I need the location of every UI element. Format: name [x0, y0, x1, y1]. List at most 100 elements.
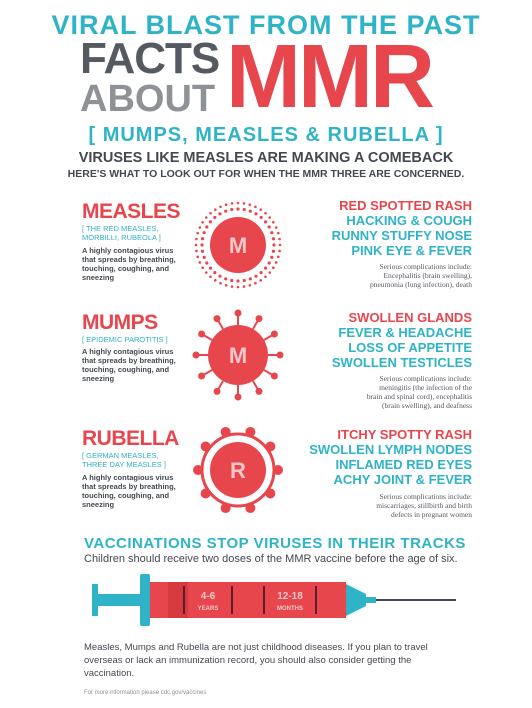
virus-dot: [200, 249, 205, 253]
virus-spike-tip: [255, 387, 263, 395]
virus-dot: [219, 281, 222, 285]
virus-dot: [254, 281, 257, 285]
symptom-item: PINK EYE & FEVER: [351, 243, 472, 258]
virus-description: A highly contagious virus that spreads b…: [82, 347, 176, 383]
virus-dot: [278, 237, 281, 241]
virus-spike-tip: [234, 393, 242, 401]
virus-dot: [213, 270, 217, 275]
symptom-item: RED SPOTTED RASH: [339, 198, 472, 213]
virus-name: MUMPS: [82, 311, 158, 334]
complication-line: Serious complications include:: [379, 374, 472, 383]
virus-dot: [236, 201, 240, 205]
virus-dot: [204, 216, 208, 219]
virus-dot: [264, 275, 267, 279]
measles-virus-icon: M: [194, 201, 282, 289]
virus-spike-tip: [198, 330, 206, 338]
virus-dot: [259, 279, 263, 282]
virus-dot: [276, 231, 280, 235]
virus-dot: [204, 271, 208, 274]
syringe-icon: 4-6 YEARS 12-18 MONTHS: [92, 574, 456, 626]
symptom-item: RUNNY STUFFY NOSE: [331, 228, 472, 243]
mumps-virus-icon: M: [192, 309, 284, 401]
virus-aka: [ EPIDEMIC PAROTITIS ]: [82, 335, 168, 344]
virus-dot: [268, 216, 272, 219]
virus-dot: [271, 249, 276, 253]
virus-aka-line: [ GERMAN MEASLES,: [82, 451, 159, 460]
virus-dot: [208, 220, 213, 224]
virus-dot: [270, 231, 274, 235]
virus-dot: [248, 203, 252, 207]
virus-dot: [248, 277, 252, 281]
virus-dot: [209, 211, 212, 215]
virus-dot: [254, 274, 258, 278]
virus-dot: [219, 205, 222, 209]
virus-dot: [202, 255, 206, 259]
headline-about: ABOUT: [80, 78, 216, 120]
virus-dot: [213, 279, 217, 282]
virus-bump: [273, 465, 283, 475]
virus-aka-line: [ THE RED MEASLES,: [82, 224, 159, 233]
dose-2-value: 12-18: [277, 591, 303, 602]
virus-spike-tip: [198, 372, 206, 380]
virus-dot: [242, 202, 246, 205]
virus-dot: [224, 209, 228, 213]
virus-dot: [230, 207, 234, 212]
virus-aka-line: MORBILLI, RUBEOLA ]: [82, 233, 161, 242]
symptom-item: LOSS OF APPETITE: [348, 340, 472, 355]
virus-dot: [205, 225, 209, 229]
virus-dot: [242, 207, 246, 212]
virus-dot: [224, 277, 228, 281]
complication-line: Serious complications include:: [379, 262, 472, 271]
virus-dot: [196, 255, 200, 259]
complication-line: meningitis (the infection of the: [379, 383, 472, 392]
virus-dot: [242, 285, 246, 288]
virus-spike-tip: [192, 351, 200, 359]
virus-dot: [195, 237, 198, 241]
complication-line: brain and spinal cord), encephalitis: [366, 392, 472, 401]
virus-dot: [236, 285, 240, 289]
virus-dot: [194, 243, 198, 247]
virus-description: A highly contagious virus that spreads b…: [82, 473, 176, 509]
symptom-item: FEVER & HEADACHE: [338, 325, 472, 340]
virus-dot: [271, 237, 276, 241]
source-note: For more information please cdc.gov/vacc…: [84, 690, 207, 696]
virus-dot: [278, 243, 282, 247]
footer-note: Measles, Mumps and Rubella are not just …: [84, 642, 428, 679]
virus-dot: [267, 225, 271, 229]
virus-dot: [213, 208, 217, 211]
virus-dot: [230, 278, 234, 283]
virus-dot: [201, 266, 204, 270]
virus-dot: [224, 203, 228, 207]
symptom-item: SWOLLEN LYMPH NODES: [309, 442, 472, 457]
virus-spike-tip: [270, 330, 278, 338]
complications-text: Serious complications include: Encephali…: [370, 262, 472, 289]
symptom-list: RED SPOTTED RASH HACKING & COUGH RUNNY S…: [332, 198, 472, 258]
virus-dot: [218, 274, 222, 278]
virus-letter: M: [229, 233, 247, 258]
symptom-item: ITCHY SPOTTY RASH: [337, 427, 472, 442]
symptom-list: SWOLLEN GLANDS FEVER & HEADACHE LOSS OF …: [332, 310, 472, 370]
virus-spike-tip: [276, 351, 284, 359]
virus-dot: [264, 211, 267, 215]
virus-dot: [209, 275, 212, 279]
complication-line: (brain swelling), and deafness: [382, 401, 472, 410]
virus-aka: [ GERMAN MEASLES, THREE DAY MEASLES ]: [82, 451, 166, 469]
vaccination-title: VACCINATIONS STOP VIRUSES IN THEIR TRACK…: [84, 535, 466, 552]
virus-dot: [259, 208, 263, 211]
virus-dot: [274, 261, 278, 264]
virus-dot: [267, 261, 271, 265]
virus-spike-tip: [213, 387, 221, 395]
virus-aka-line: [ EPIDEMIC PAROTITIS ]: [82, 335, 168, 344]
symptom-item: INFLAMED RED EYES: [335, 457, 472, 472]
virus-letter: R: [230, 458, 246, 483]
virus-dot: [270, 255, 274, 259]
virus-aka: [ THE RED MEASLES, MORBILLI, RUBEOLA ]: [82, 224, 161, 242]
complication-line: defects in pregnant women: [390, 510, 472, 519]
intro-line-2: HERE'S WHAT TO LOOK OUT FOR WHEN THE MMR…: [67, 168, 465, 180]
dose-1-value: 4-6: [201, 591, 216, 602]
complication-line: Encephalitis (brain swelling),: [383, 271, 472, 280]
virus-dot: [201, 220, 204, 224]
virus-dot: [268, 271, 272, 274]
virus-dot: [259, 270, 263, 275]
virus-dot: [236, 279, 240, 283]
